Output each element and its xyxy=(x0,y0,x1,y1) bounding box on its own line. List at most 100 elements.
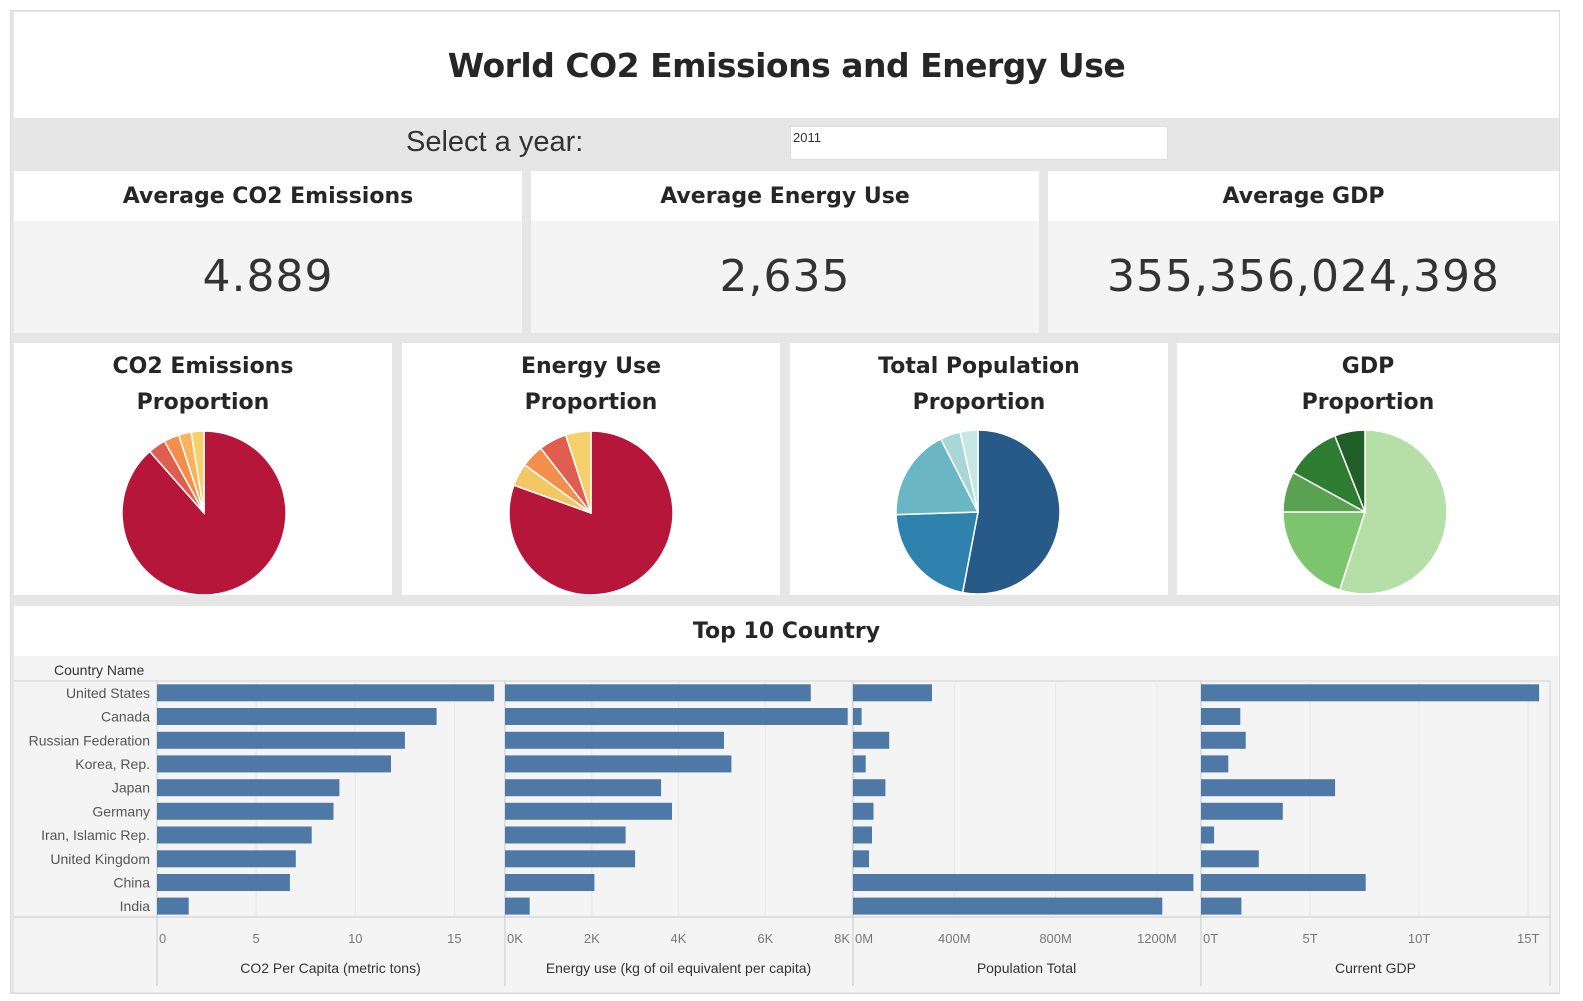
category-label: Korea, Rep. xyxy=(75,756,150,772)
category-label: Russian Federation xyxy=(29,732,150,748)
bar[interactable] xyxy=(157,874,290,891)
axis-label: Energy use (kg of oil equivalent per cap… xyxy=(546,960,811,976)
bar[interactable] xyxy=(1201,897,1242,915)
bar[interactable] xyxy=(1201,779,1336,797)
pie-energy-title-line1: Energy Use xyxy=(520,354,662,379)
kpi-gdp-card: Average GDP 355,356,024,398 xyxy=(1048,171,1559,333)
bar[interactable] xyxy=(505,779,662,797)
bar[interactable] xyxy=(853,731,890,749)
tick-label: 15 xyxy=(447,931,461,946)
pie-slice[interactable] xyxy=(895,437,980,516)
bar[interactable] xyxy=(157,897,189,915)
kpi-gdp-value: 355,356,024,398 xyxy=(1107,251,1500,302)
pie-panel-gdp: GDP Proportion xyxy=(1177,343,1559,595)
tick-label: 1200M xyxy=(1137,931,1177,946)
bar[interactable] xyxy=(157,850,296,868)
bar[interactable] xyxy=(853,826,872,844)
category-label: Iran, Islamic Rep. xyxy=(41,827,150,843)
tick-label: 5 xyxy=(252,931,259,946)
bar[interactable] xyxy=(505,874,595,891)
bar[interactable] xyxy=(853,802,874,820)
bar[interactable] xyxy=(505,731,724,749)
tick-label: 4K xyxy=(671,931,687,946)
pie-gdp-chart xyxy=(1282,429,1448,595)
bar[interactable] xyxy=(157,779,340,797)
pie-panel-co2: CO2 Emissions Proportion xyxy=(14,343,392,595)
tick-label: 0 xyxy=(159,931,166,946)
bar[interactable] xyxy=(1201,850,1259,868)
kpi-energy-card: Average Energy Use 2,635 xyxy=(531,171,1039,333)
bar[interactable] xyxy=(853,684,932,702)
pie-population-chart xyxy=(895,429,1061,595)
kpi-co2-card: Average CO2 Emissions 4.889 xyxy=(14,171,522,333)
tick-label: 6K xyxy=(757,931,773,946)
pie-slice[interactable] xyxy=(959,429,979,513)
kpi-co2-value: 4.889 xyxy=(202,251,334,302)
pie-slice[interactable] xyxy=(961,429,1061,595)
top10-bar-chart: Country Name United States Canada Russian F… xyxy=(14,662,1551,986)
pie-co2-chart xyxy=(121,430,287,595)
bar[interactable] xyxy=(853,755,866,773)
pie-gdp-title-line1: GDP xyxy=(1341,354,1395,379)
bar[interactable] xyxy=(505,755,732,773)
pie-population-title-line2: Proportion xyxy=(912,390,1046,415)
page-title: World CO2 Emissions and Energy Use xyxy=(447,45,1126,85)
tick-label: 400M xyxy=(938,931,971,946)
bar[interactable] xyxy=(1201,684,1540,702)
year-filter-band: Select a year: 2011 xyxy=(14,118,1559,168)
bar[interactable] xyxy=(505,802,672,820)
pie-co2-title-line2: Proportion xyxy=(136,390,270,415)
pie-slice[interactable] xyxy=(190,430,205,514)
year-label: Select a year: xyxy=(406,126,584,158)
pie-energy-title-line2: Proportion xyxy=(524,390,658,415)
bar[interactable] xyxy=(853,850,869,868)
bar[interactable] xyxy=(505,850,636,868)
pie-slice[interactable] xyxy=(1333,429,1366,513)
pie-panel-energy: Energy Use Proportion xyxy=(402,343,780,595)
bar[interactable] xyxy=(853,897,1163,915)
bar[interactable] xyxy=(505,684,811,702)
bar[interactable] xyxy=(853,779,886,797)
row-header-label: Country Name xyxy=(54,662,144,678)
category-label: United Kingdom xyxy=(50,851,150,867)
pie-energy-chart xyxy=(508,430,674,595)
bar[interactable] xyxy=(157,755,391,773)
axis-label: CO2 Per Capita (metric tons) xyxy=(240,960,421,976)
pie-panel-population: Total Population Proportion xyxy=(790,343,1168,595)
category-label: Japan xyxy=(112,780,150,796)
bar[interactable] xyxy=(853,874,1194,891)
pie-slice[interactable] xyxy=(564,430,592,514)
top10-title: Top 10 Country xyxy=(14,606,1559,656)
bar[interactable] xyxy=(157,802,334,820)
pie-slice[interactable] xyxy=(1282,511,1367,591)
bar[interactable] xyxy=(157,731,405,749)
tick-label: 0T xyxy=(1203,931,1218,946)
bar[interactable] xyxy=(1201,755,1229,773)
pie-slice[interactable] xyxy=(1338,429,1448,595)
pie-slice[interactable] xyxy=(895,511,979,594)
bar[interactable] xyxy=(1201,708,1241,725)
bar[interactable] xyxy=(157,684,495,702)
bar[interactable] xyxy=(853,708,862,725)
bar[interactable] xyxy=(1201,802,1283,820)
year-input[interactable]: 2011 xyxy=(790,126,1168,160)
top10-panel: Top 10 Country Country Name United States… xyxy=(14,606,1559,992)
bar[interactable] xyxy=(157,826,312,844)
category-label: Germany xyxy=(92,803,150,819)
bar[interactable] xyxy=(505,826,626,844)
kpi-energy-title: Average Energy Use xyxy=(531,171,1039,221)
bar[interactable] xyxy=(1201,874,1366,891)
tick-label: 15T xyxy=(1517,931,1539,946)
tick-label: 5T xyxy=(1303,931,1318,946)
bar[interactable] xyxy=(157,708,437,725)
bar[interactable] xyxy=(1201,826,1215,844)
bar[interactable] xyxy=(1201,731,1246,749)
title-band: World CO2 Emissions and Energy Use xyxy=(14,12,1559,118)
axis-label: Current GDP xyxy=(1335,960,1416,976)
category-label: India xyxy=(120,898,151,914)
bar[interactable] xyxy=(505,897,530,915)
tick-label: 8K xyxy=(834,931,850,946)
bar[interactable] xyxy=(505,708,848,725)
kpi-gdp-title: Average GDP xyxy=(1048,171,1559,221)
category-label: Canada xyxy=(101,709,150,725)
